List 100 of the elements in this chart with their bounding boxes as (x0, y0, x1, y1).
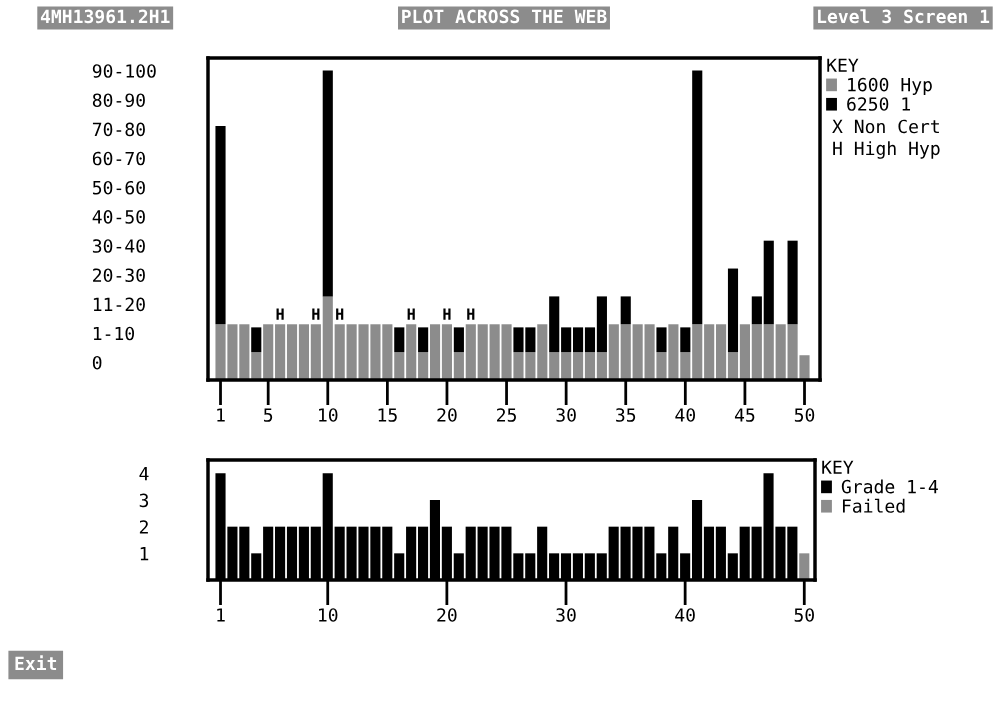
x-tick-label: 10 (319, 408, 338, 422)
x-tick-label: 15 (378, 408, 397, 422)
x-tick-label: 10 (319, 608, 338, 622)
bar (537, 324, 548, 380)
text: 90-100 (92, 64, 156, 78)
x-tick-label: 50 (794, 408, 815, 422)
text: 20-30 (93, 268, 145, 283)
x-tick-label: 40 (675, 608, 695, 622)
bar (692, 70, 703, 325)
legend-label: Failed (842, 498, 905, 513)
bar (727, 268, 739, 353)
bar (620, 324, 631, 380)
legend-label: 6250 1 (847, 97, 910, 111)
bar (787, 240, 798, 325)
legend-label: Grade 1-4 (841, 479, 938, 494)
chart-title: PLOT ACROSS THE WEB (402, 9, 607, 24)
x-tick-label: 45 (734, 408, 755, 422)
bar (215, 126, 226, 325)
legend-title: KEY (822, 460, 854, 474)
text: 0 (92, 355, 102, 370)
bar (775, 324, 786, 380)
annotation: H (407, 308, 415, 320)
bar (596, 296, 607, 353)
bar (406, 324, 417, 380)
text: Exit (15, 655, 57, 670)
text: H High Hyp (833, 141, 940, 159)
bar (716, 324, 727, 380)
y-tick-label: 1 (140, 547, 149, 561)
bar (418, 327, 429, 353)
x-tick-label: 25 (497, 408, 516, 422)
bar (286, 324, 298, 380)
bar (692, 324, 703, 380)
text: 11-20 (93, 297, 145, 312)
legend-label: 1600 Hyp (848, 77, 932, 95)
text: 70-80 (92, 122, 145, 137)
bar (298, 324, 310, 380)
bar (429, 324, 441, 380)
x-tick-label: 35 (616, 408, 636, 422)
bar (632, 324, 643, 380)
bar (453, 327, 464, 353)
bar (751, 324, 762, 380)
text: 30-40 (92, 239, 145, 253)
bar (680, 327, 691, 353)
annotation: H (467, 308, 475, 320)
bar (477, 324, 488, 380)
bar (549, 296, 560, 353)
text: Level 3 Screen 1 (818, 9, 990, 24)
bar (584, 327, 596, 353)
text: X Non Cert (832, 119, 939, 134)
bar (596, 352, 607, 380)
x-tick-label: 5 (264, 408, 273, 422)
bar (763, 324, 774, 380)
bar (561, 352, 572, 380)
x-tick-label: 1 (217, 608, 225, 622)
bar (799, 553, 810, 580)
bar (334, 324, 345, 380)
bar (656, 327, 667, 353)
annotation: H (443, 308, 451, 320)
bar (310, 324, 321, 380)
bar (418, 352, 429, 380)
bar (739, 324, 750, 380)
bar (680, 352, 691, 380)
bar (394, 352, 405, 380)
bar (727, 352, 739, 380)
bar (620, 296, 631, 325)
y-tick-label: 2 (139, 520, 148, 534)
bar (275, 324, 286, 380)
bar (704, 324, 715, 380)
y-tick-label: 3 (139, 493, 149, 508)
x-tick-label: 30 (556, 408, 576, 422)
x-tick-label: 20 (437, 608, 457, 622)
bar (394, 327, 405, 353)
x-tick-label: 1 (217, 408, 225, 422)
text: 80-90 (92, 93, 145, 108)
legend-title: KEY (827, 58, 859, 72)
annotation: H (312, 308, 320, 320)
bar (608, 324, 619, 380)
bar (561, 327, 572, 353)
text: 40-50 (92, 210, 145, 224)
bar (763, 240, 774, 325)
text: 60-70 (92, 151, 145, 166)
x-tick-label: 40 (675, 408, 696, 422)
bar (465, 324, 476, 380)
bar (251, 327, 262, 353)
bar (322, 296, 333, 380)
annotation: H (336, 308, 344, 320)
x-tick-label: 20 (437, 408, 457, 422)
bar (322, 70, 333, 297)
bar (453, 352, 464, 380)
x-tick-label: 50 (794, 608, 814, 622)
text: 1-10 (93, 326, 135, 341)
bar (573, 327, 584, 353)
x-tick-label: 30 (556, 608, 576, 622)
text: 50-60 (92, 180, 145, 195)
bar (441, 324, 453, 380)
y-tick-label: 4 (139, 467, 149, 481)
bar (251, 352, 262, 380)
bar (549, 352, 560, 380)
bar (263, 324, 274, 380)
bar (751, 296, 762, 325)
